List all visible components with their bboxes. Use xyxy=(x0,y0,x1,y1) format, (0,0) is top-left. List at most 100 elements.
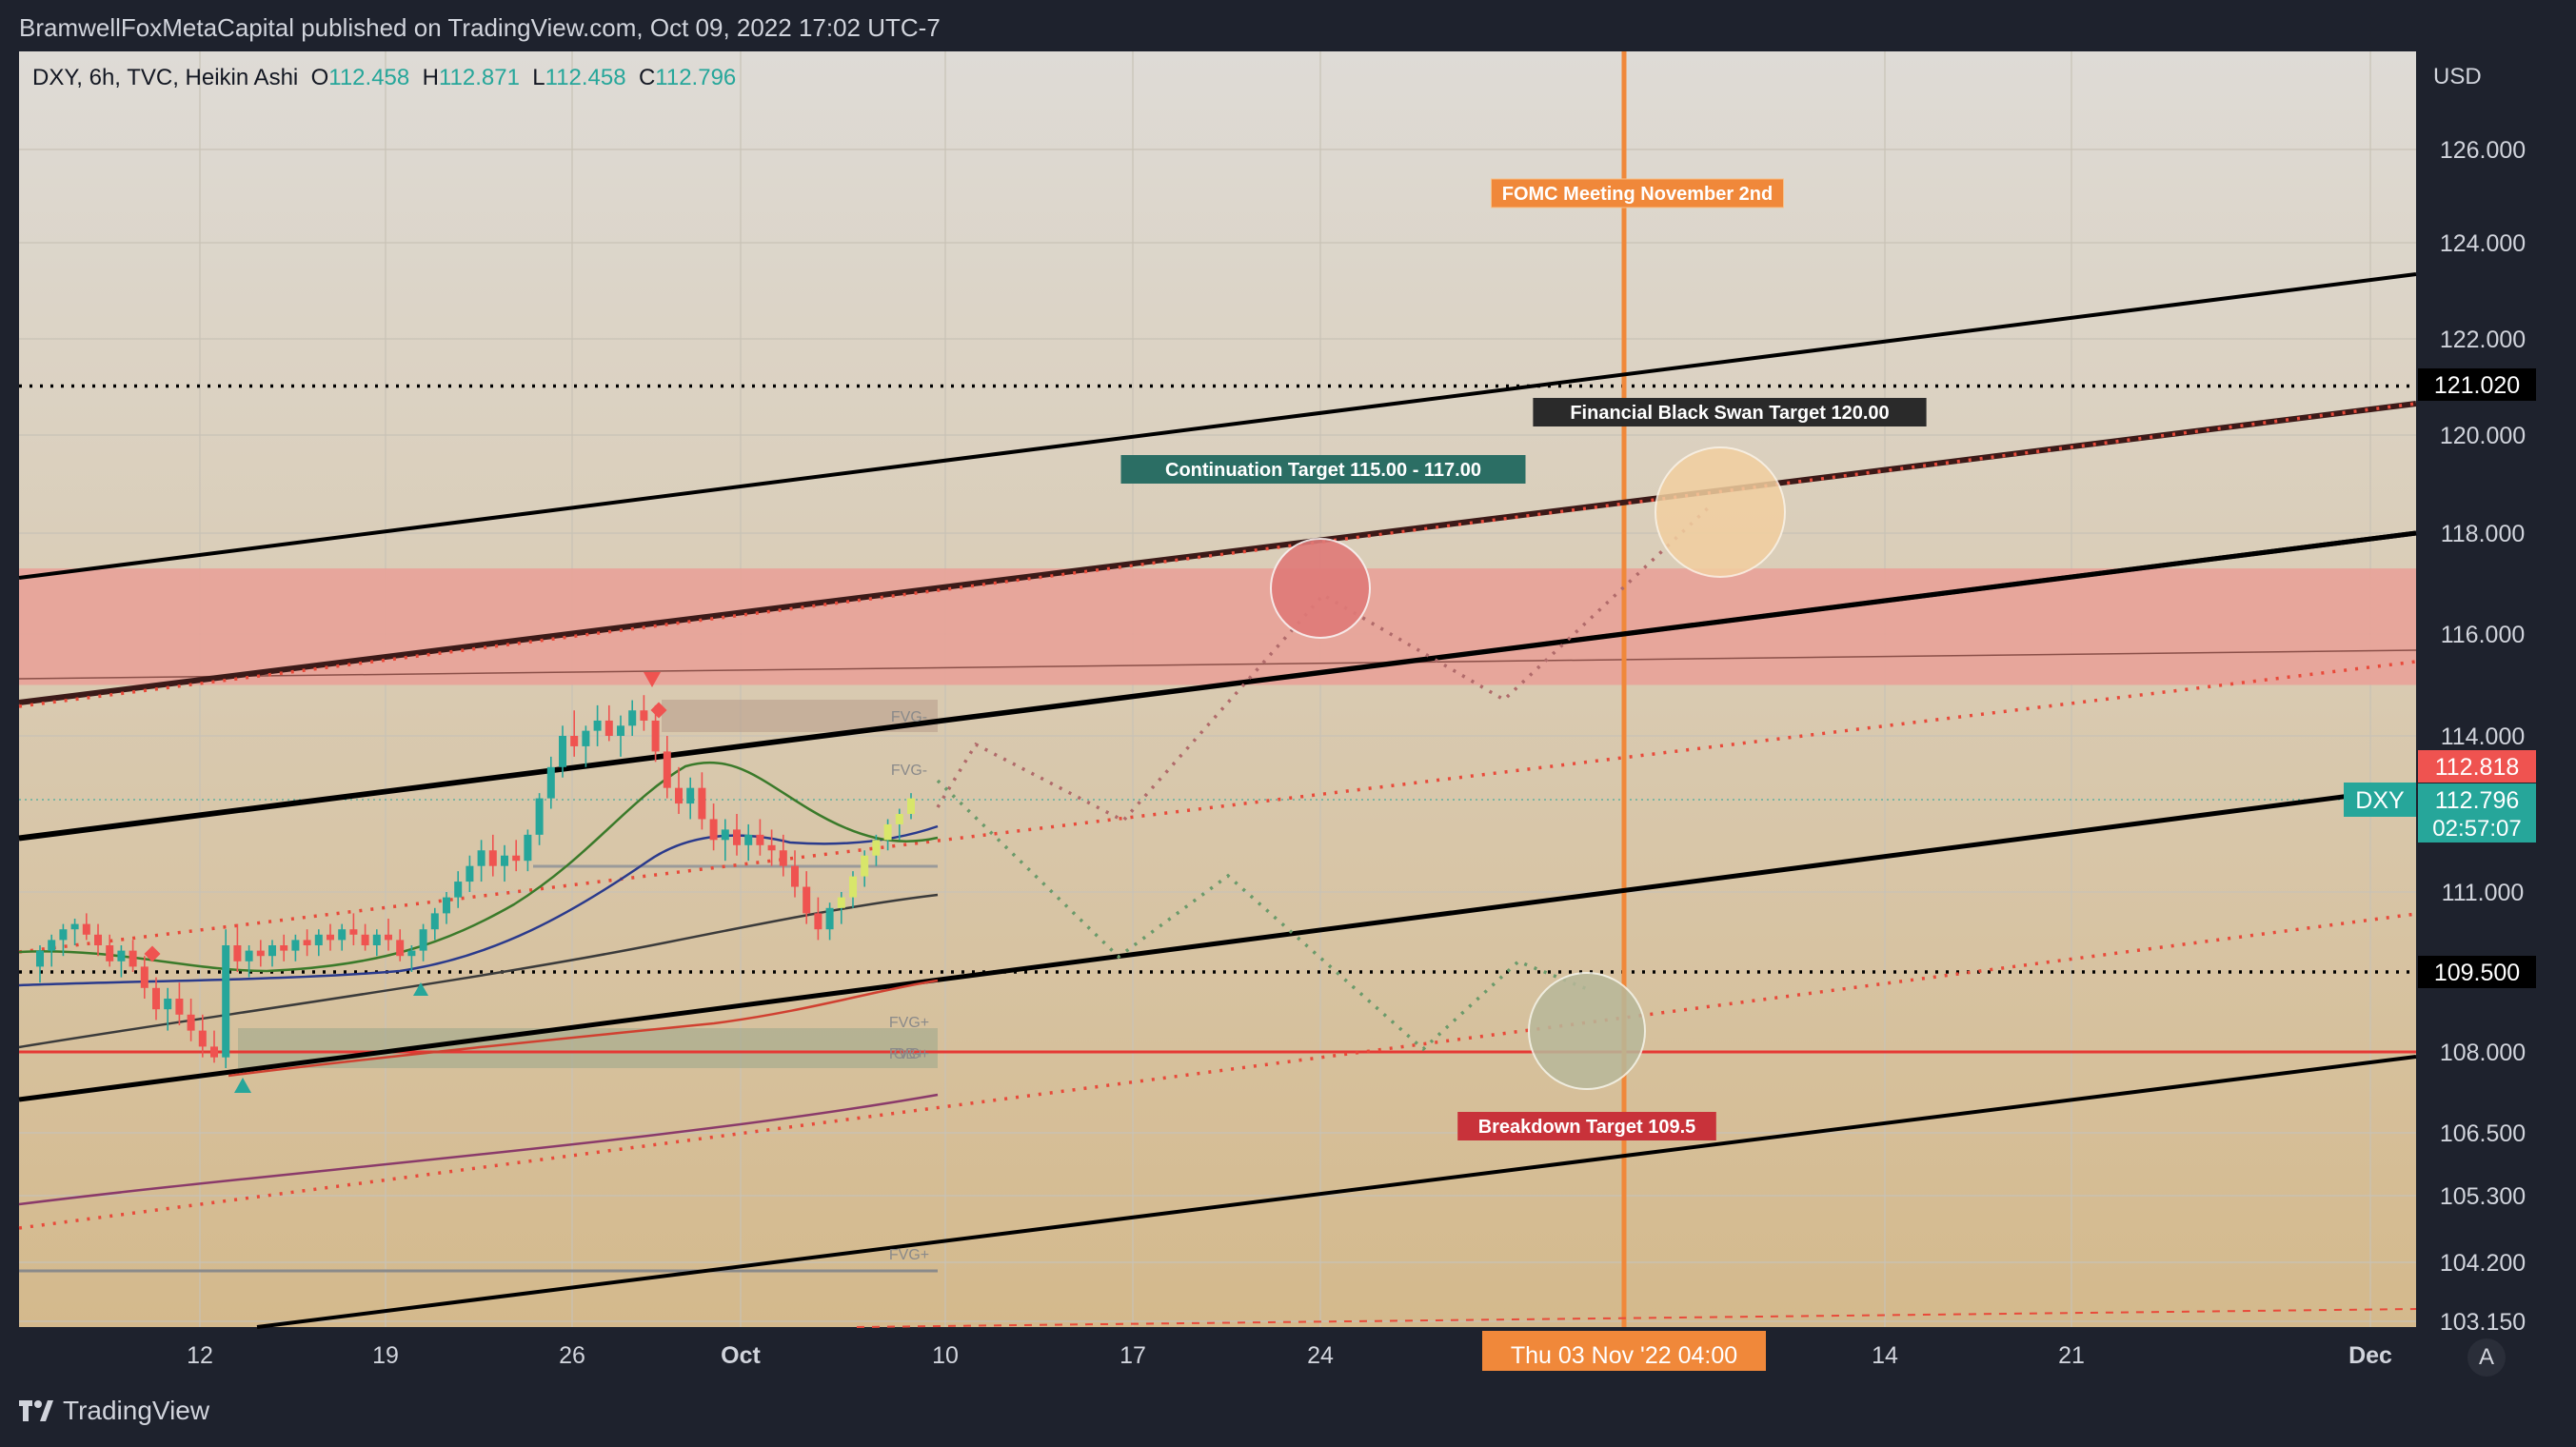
fomc-label-bg xyxy=(1491,178,1784,208)
x-axis-labels: 12 19 26 Oct 10 17 24 14 21 Dec Thu 03 Nov '22 04:… xyxy=(187,1331,2392,1371)
zones-layer xyxy=(18,51,2417,1327)
plot-background xyxy=(19,51,2416,1327)
high-label: H xyxy=(422,65,439,90)
target-circle-continuation xyxy=(1270,538,1371,639)
open-value: 112.458 xyxy=(328,65,410,90)
y-tick-3: 120.000 xyxy=(2440,423,2526,449)
x-tick-0: 12 xyxy=(187,1342,213,1369)
candle-body-54 xyxy=(663,751,671,788)
price-badge-bg-0 xyxy=(2418,368,2536,401)
auto-scale-button[interactable]: A xyxy=(2467,1338,2506,1377)
target-circle-breakdown xyxy=(1528,972,1646,1090)
candle-body-67 xyxy=(814,913,822,930)
candle-body-42 xyxy=(524,834,532,862)
marker-up-triangle-2 xyxy=(413,982,428,996)
candle-body-15 xyxy=(210,1046,218,1058)
projection-bull-path xyxy=(936,503,1714,823)
close-value: 112.796 xyxy=(655,65,737,90)
candle-body-61 xyxy=(744,834,753,845)
candle-body-44 xyxy=(546,766,555,799)
y-tick-11: 104.200 xyxy=(2440,1250,2526,1277)
candle-body-34 xyxy=(430,913,439,930)
x-tick-5: 17 xyxy=(1120,1342,1146,1369)
candle-body-37 xyxy=(466,865,474,882)
candle-body-20 xyxy=(268,945,276,957)
candle-body-21 xyxy=(280,945,288,951)
candle-body-29 xyxy=(372,934,381,945)
candle-body-16 xyxy=(222,945,230,1058)
brand-name: TradingView xyxy=(63,1396,210,1425)
candle-body-4 xyxy=(82,923,90,935)
open-label: O xyxy=(310,65,329,90)
candle-body-27 xyxy=(349,929,358,935)
marker-down-triangle xyxy=(644,672,661,687)
candle-body-56 xyxy=(686,787,695,804)
candle-body-71 xyxy=(861,855,869,877)
candle-body-38 xyxy=(477,850,485,866)
candle-body-73 xyxy=(883,823,892,841)
high-value: 112.871 xyxy=(438,65,520,90)
candle-body-48 xyxy=(593,720,602,731)
candle-body-41 xyxy=(512,855,521,862)
fvg-label-5: FVG+ xyxy=(889,1247,929,1263)
price-badge-1: 112.818 xyxy=(2435,754,2520,781)
candle-body-9 xyxy=(140,966,149,988)
candle-body-36 xyxy=(454,882,463,898)
tradingview-brand[interactable]: TradingView xyxy=(19,1396,209,1426)
breakdown-label-bg xyxy=(1457,1112,1716,1140)
price-badge-bg-1 xyxy=(2418,750,2536,783)
fomc-label: FOMC Meeting November 2nd xyxy=(1502,184,1773,205)
projection-bear-path xyxy=(936,779,1591,1052)
candle-body-49 xyxy=(604,720,613,736)
price-badge-3: 109.500 xyxy=(2434,960,2520,986)
y-tick-0: 126.000 xyxy=(2440,137,2526,164)
x-tick-1: 19 xyxy=(372,1342,399,1369)
publisher-attribution: BramwellFoxMetaCapital published on Trad… xyxy=(19,13,941,42)
channel-dotted-5 xyxy=(856,1308,2417,1328)
x-tick-8: 21 xyxy=(2058,1342,2085,1369)
candle-body-50 xyxy=(617,725,624,736)
candle-body-10 xyxy=(152,987,160,1010)
crosshair-time-bg xyxy=(1482,1331,1766,1371)
ma-purple xyxy=(18,1093,939,1206)
time-scale[interactable] xyxy=(19,1327,2416,1375)
marker-up-triangle-1 xyxy=(234,1078,251,1093)
candle-body-70 xyxy=(849,876,857,898)
y-tick-8: 108.000 xyxy=(2440,1040,2526,1066)
y-tick-5: 116.000 xyxy=(2441,622,2526,648)
channel-resistance-dark xyxy=(18,401,2417,705)
candle-body-26 xyxy=(338,929,347,941)
x-tick-7: 14 xyxy=(1872,1342,1898,1369)
target-circle-black-swan xyxy=(1655,446,1786,578)
candle-body-1 xyxy=(48,940,56,951)
fvg-label-1: FVG- xyxy=(891,763,927,779)
candle-body-24 xyxy=(314,934,323,945)
price-badge-bg-2 xyxy=(2418,783,2536,842)
candle-body-7 xyxy=(117,950,126,961)
candle-body-45 xyxy=(559,736,566,767)
tradingview-logo-icon xyxy=(19,1400,53,1421)
continuation-label: Continuation Target 115.00 - 117.00 xyxy=(1165,460,1481,481)
candle-body-53 xyxy=(651,720,660,752)
y-tick-9: 106.500 xyxy=(2440,1120,2526,1147)
breakdown-label: Breakdown Target 109.5 xyxy=(1478,1117,1696,1138)
black-swan-label-bg xyxy=(1533,398,1927,426)
y-tick-7: 111.000 xyxy=(2442,880,2525,906)
trend-lines xyxy=(18,272,2417,1329)
candles-layer xyxy=(36,672,915,1093)
candle-body-14 xyxy=(198,1030,207,1047)
x-tick-3: Oct xyxy=(721,1342,761,1369)
marker-diamond-1 xyxy=(650,702,667,719)
low-value: 112.458 xyxy=(545,65,626,90)
x-tick-2: 26 xyxy=(559,1342,585,1369)
candle-body-39 xyxy=(488,850,497,866)
price-scale[interactable] xyxy=(2416,51,2553,1327)
candle-body-32 xyxy=(407,950,416,957)
channel-bottom xyxy=(256,1055,2417,1329)
candle-body-33 xyxy=(419,929,427,951)
candle-body-11 xyxy=(164,999,172,1010)
candle-body-75 xyxy=(907,798,915,814)
candle-body-13 xyxy=(187,1014,195,1031)
